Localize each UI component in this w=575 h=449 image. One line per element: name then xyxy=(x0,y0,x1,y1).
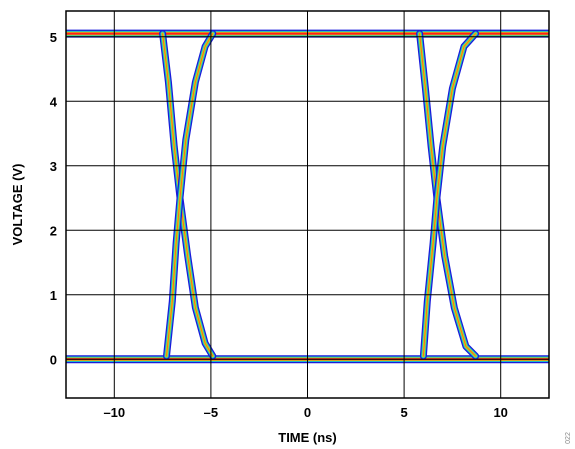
y-tick-label: 1 xyxy=(50,288,57,303)
rising-edge-trace xyxy=(422,32,477,358)
plot-frame xyxy=(65,10,550,399)
y-tick-label: 4 xyxy=(50,94,58,109)
y-axis-label: VOLTAGE (V) xyxy=(10,164,25,246)
rising-edge-trace xyxy=(422,33,477,357)
x-tick-label: 5 xyxy=(400,405,407,420)
rising-edge-trace xyxy=(421,31,478,359)
x-tick-labels: –10 –5 0 5 10 xyxy=(103,405,507,420)
x-tick-label: –5 xyxy=(204,405,218,420)
rising-edge-trace xyxy=(419,30,480,360)
falling-edge-trace xyxy=(419,33,477,357)
y-tick-labels: 0 1 2 3 4 5 xyxy=(50,30,58,367)
y-tick-label: 0 xyxy=(50,352,57,367)
grid-lines xyxy=(66,11,549,398)
falling-edge-trace xyxy=(162,33,214,357)
x-tick-label: 0 xyxy=(304,405,311,420)
x-tick-label: –10 xyxy=(103,405,125,420)
rising-edge-trace xyxy=(164,31,216,359)
x-tick-label: 10 xyxy=(493,405,507,420)
figure-id: 022 xyxy=(565,432,572,444)
y-tick-label: 3 xyxy=(50,159,57,174)
rising-edge-trace xyxy=(166,33,214,357)
y-tick-label: 2 xyxy=(50,223,57,238)
y-tick-label: 5 xyxy=(50,30,57,45)
x-axis-label: TIME (ns) xyxy=(278,430,337,445)
